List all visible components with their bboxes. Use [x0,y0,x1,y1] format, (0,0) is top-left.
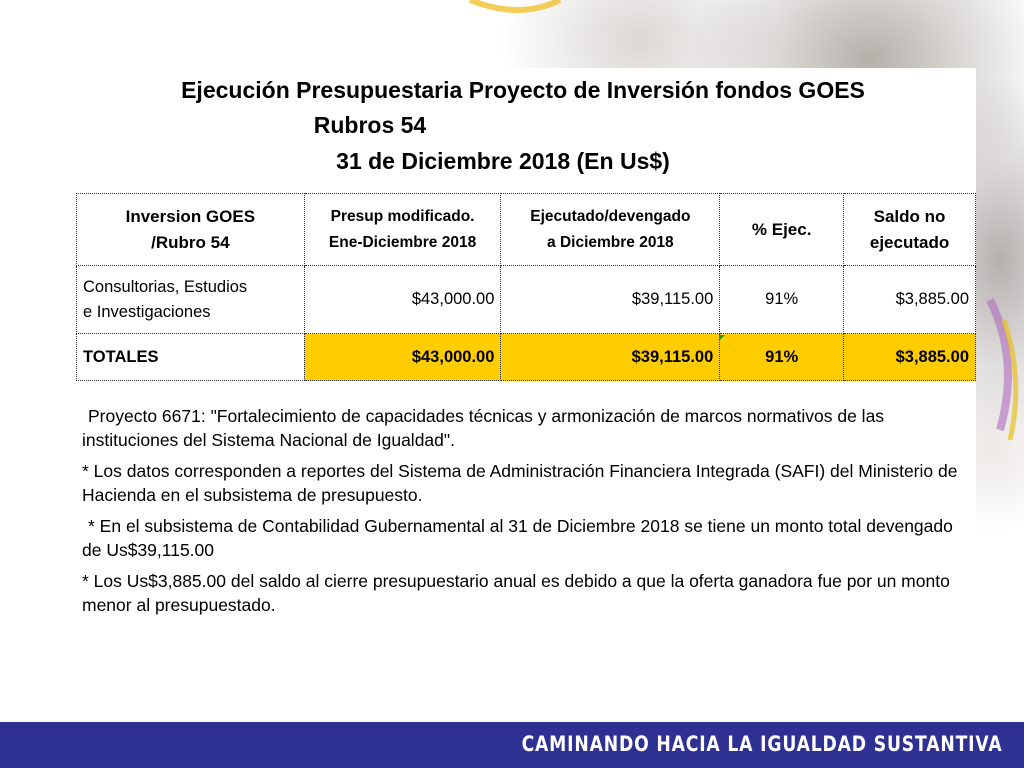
cell-comment-marker [719,335,725,341]
row-presup: $43,000.00 [303,265,502,334]
row-label: Consultorias, Estudios e Investigaciones [76,265,305,334]
header-saldo: Saldo no ejecutado [843,193,976,266]
row-saldo: $3,885.00 [843,265,976,334]
totals-presup: $43,000.00 [303,333,502,381]
note-contabilidad: * En el subsistema de Contabilidad Guber… [82,516,953,560]
totals-pct: 91% [719,333,845,381]
table-header-row: Inversion GOES /Rubro 54 Presup modifica… [76,193,976,266]
page-subtitle-date: 31 de Diciembre 2018 (En Us$) [336,148,670,174]
header-presup-modificado: Presup modificado. Ene-Diciembre 2018 [303,193,502,266]
header-inversion-goes: Inversion GOES /Rubro 54 [76,193,305,266]
page-subtitle-rubros: Rubros 54 [313,112,427,138]
totals-row: TOTALES $43,000.00 $39,115.00 91% $3,885… [76,333,976,381]
row-pct: 91% [719,265,845,334]
table-row: Consultorias, Estudios e Investigaciones… [76,265,976,334]
budget-table: Inversion GOES /Rubro 54 Presup modifica… [76,193,976,381]
notes-section: Proyecto 6671: "Fortalecimiento de capac… [82,404,962,624]
header-pct-ejec: % Ejec. [719,193,845,266]
content-panel [70,68,976,708]
totals-ejecutado: $39,115.00 [500,333,721,381]
footer-banner: CAMINANDO HACIA LA IGUALDAD SUSTANTIVA [0,722,1024,768]
row-ejecutado: $39,115.00 [500,265,721,334]
footer-slogan: CAMINANDO HACIA LA IGUALDAD SUSTANTIVA [521,732,1002,756]
note-saldo: * Los Us$3,885.00 del saldo al cierre pr… [82,571,950,615]
note-project: Proyecto 6671: "Fortalecimiento de capac… [82,406,885,450]
header-ejecutado: Ejecutado/devengado a Diciembre 2018 [500,193,721,266]
note-safi: * Los datos corresponden a reportes del … [82,461,958,505]
page-title: Ejecución Presupuestaria Proyecto de Inv… [181,77,865,103]
totals-saldo: $3,885.00 [843,333,976,381]
totals-label: TOTALES [76,333,305,381]
